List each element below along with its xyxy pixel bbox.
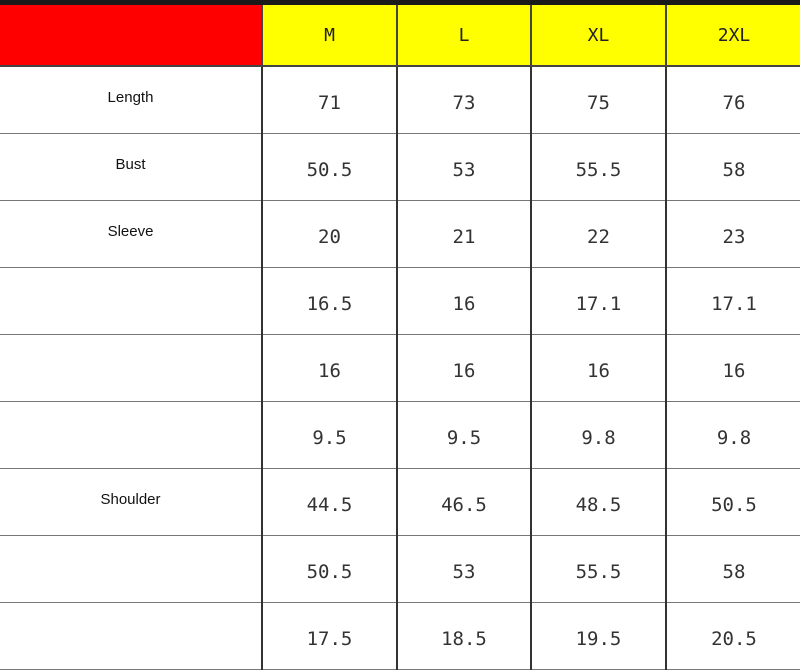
measurement-cell: 9.5 bbox=[261, 401, 398, 469]
measurement-cell: 18.5 bbox=[396, 602, 532, 670]
measurement-cell: 21 bbox=[396, 200, 532, 268]
measurement-cell: 17.1 bbox=[665, 267, 800, 335]
measurement-cell: 50.5 bbox=[665, 468, 800, 536]
header-row: M L XL 2XL bbox=[0, 5, 800, 67]
measurement-cell: 16 bbox=[665, 334, 800, 402]
measurement-cell: 73 bbox=[396, 65, 532, 134]
measurement-cell: 58 bbox=[665, 133, 800, 201]
measurement-cell: 50.5 bbox=[261, 133, 398, 201]
measurement-cell: 22 bbox=[530, 200, 667, 268]
measurement-cell: 44.5 bbox=[261, 468, 398, 536]
top-border bbox=[0, 0, 800, 5]
measurement-cell: 75 bbox=[530, 65, 667, 134]
measurement-cell: 16 bbox=[261, 334, 398, 402]
table-row: Shoulder 44.5 46.5 48.5 50.5 bbox=[0, 468, 800, 536]
row-label bbox=[0, 535, 263, 603]
header-corner-cell bbox=[0, 5, 263, 67]
measurement-cell: 17.1 bbox=[530, 267, 667, 335]
measurement-cell: 58 bbox=[665, 535, 800, 603]
row-label bbox=[0, 401, 263, 469]
measurement-cell: 55.5 bbox=[530, 535, 667, 603]
size-chart-table: M L XL 2XL Length 71 73 75 76 Bust 50.5 53 55.5 5… bbox=[0, 5, 800, 670]
row-label: Sleeve bbox=[0, 200, 263, 268]
table-row: Sleeve 20 21 22 23 bbox=[0, 200, 800, 268]
measurement-cell: 9.8 bbox=[665, 401, 800, 469]
measurement-cell: 9.5 bbox=[396, 401, 532, 469]
measurement-cell: 16.5 bbox=[261, 267, 398, 335]
size-header-m: M bbox=[261, 5, 398, 67]
measurement-cell: 48.5 bbox=[530, 468, 667, 536]
table-row: Length 71 73 75 76 bbox=[0, 65, 800, 134]
measurement-cell: 16 bbox=[396, 267, 532, 335]
table-row: 16.5 16 17.1 17.1 bbox=[0, 267, 800, 335]
measurement-cell: 55.5 bbox=[530, 133, 667, 201]
measurement-cell: 16 bbox=[396, 334, 532, 402]
measurement-cell: 46.5 bbox=[396, 468, 532, 536]
table-row: 16 16 16 16 bbox=[0, 334, 800, 402]
measurement-cell: 9.8 bbox=[530, 401, 667, 469]
table-row: Bust 50.5 53 55.5 58 bbox=[0, 133, 800, 201]
measurement-cell: 23 bbox=[665, 200, 800, 268]
size-header-2xl: 2XL bbox=[665, 5, 800, 67]
measurement-cell: 53 bbox=[396, 535, 532, 603]
row-label bbox=[0, 267, 263, 335]
measurement-cell: 19.5 bbox=[530, 602, 667, 670]
table-row: 50.5 53 55.5 58 bbox=[0, 535, 800, 603]
measurement-cell: 20.5 bbox=[665, 602, 800, 670]
row-label: Length bbox=[0, 65, 263, 134]
measurement-cell: 53 bbox=[396, 133, 532, 201]
table-row: 9.5 9.5 9.8 9.8 bbox=[0, 401, 800, 469]
table-row: 17.5 18.5 19.5 20.5 bbox=[0, 602, 800, 670]
measurement-cell: 76 bbox=[665, 65, 800, 134]
row-label bbox=[0, 602, 263, 670]
measurement-cell: 17.5 bbox=[261, 602, 398, 670]
measurement-cell: 50.5 bbox=[261, 535, 398, 603]
row-label bbox=[0, 334, 263, 402]
row-label: Shoulder bbox=[0, 468, 263, 536]
measurement-cell: 16 bbox=[530, 334, 667, 402]
measurement-cell: 20 bbox=[261, 200, 398, 268]
row-label: Bust bbox=[0, 133, 263, 201]
size-header-l: L bbox=[396, 5, 532, 67]
size-header-xl: XL bbox=[530, 5, 667, 67]
measurement-cell: 71 bbox=[261, 65, 398, 134]
